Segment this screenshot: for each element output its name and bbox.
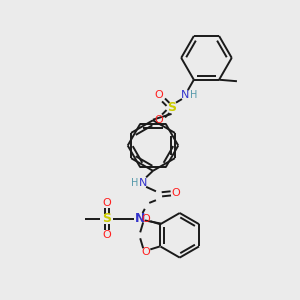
Text: N: N: [181, 90, 189, 100]
Text: S: S: [167, 101, 176, 115]
Text: S: S: [102, 212, 111, 226]
Text: O: O: [155, 116, 164, 125]
Text: O: O: [103, 230, 111, 240]
Text: O: O: [155, 91, 164, 100]
Text: H: H: [130, 178, 138, 188]
Text: N: N: [134, 212, 145, 226]
Text: O: O: [142, 214, 151, 224]
Text: O: O: [103, 198, 111, 208]
Text: O: O: [142, 247, 151, 257]
Text: H: H: [190, 90, 197, 100]
Text: O: O: [171, 188, 180, 198]
Text: N: N: [138, 178, 147, 188]
